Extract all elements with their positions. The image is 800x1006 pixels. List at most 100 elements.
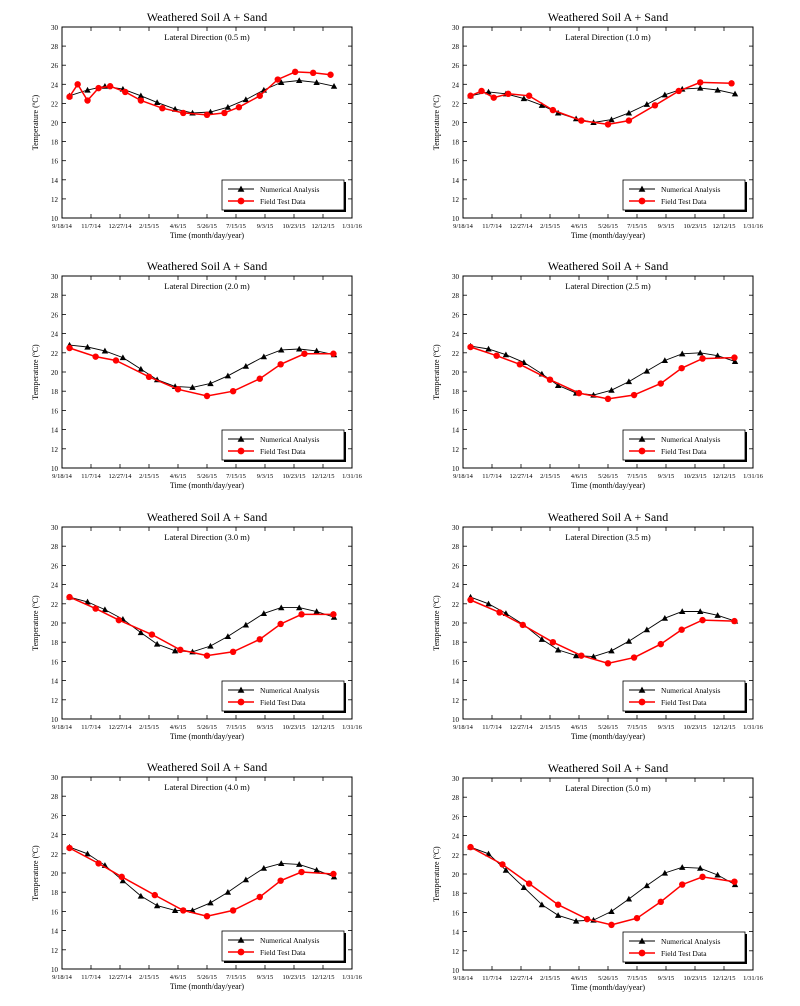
x-tick-label: 12/12/15 bbox=[311, 974, 334, 981]
series-line bbox=[470, 345, 736, 396]
x-tick-label: 7/15/15 bbox=[226, 473, 246, 480]
data-point bbox=[675, 87, 682, 95]
x-tick-label: 12/12/15 bbox=[712, 975, 735, 982]
y-tick-label: 30 bbox=[51, 774, 59, 782]
y-axis-label: Temperature (ºC) bbox=[432, 344, 441, 400]
data-point bbox=[101, 347, 109, 354]
legend-label: Numerical Analysis bbox=[661, 435, 720, 444]
data-point bbox=[235, 104, 243, 111]
data-point bbox=[313, 79, 320, 85]
y-tick-label: 24 bbox=[51, 832, 59, 840]
x-tick-label: 9/3/15 bbox=[257, 974, 274, 981]
x-tick-label: 9/3/15 bbox=[257, 473, 274, 480]
chart-panel-4: Weathered Soil A + Sand Lateral Direction… bbox=[432, 259, 764, 490]
y-tick-label: 12 bbox=[51, 697, 59, 705]
data-point bbox=[330, 350, 337, 357]
series-line bbox=[69, 847, 334, 917]
data-point bbox=[229, 907, 237, 914]
series-numerical-analysis bbox=[467, 84, 739, 126]
y-tick-label: 10 bbox=[51, 465, 59, 473]
data-point bbox=[242, 96, 250, 103]
data-point bbox=[66, 844, 73, 852]
y-tick-label: 16 bbox=[452, 158, 460, 166]
data-point bbox=[538, 102, 546, 108]
data-point bbox=[137, 365, 145, 372]
chart-title: Weathered Soil A + Sand bbox=[147, 10, 267, 24]
data-point bbox=[714, 352, 721, 359]
x-tick-label: 4/6/15 bbox=[571, 975, 588, 982]
data-point bbox=[608, 116, 615, 123]
y-tick-label: 12 bbox=[51, 947, 59, 955]
y-axis-label: Temperature (ºC) bbox=[432, 94, 441, 150]
data-point bbox=[119, 354, 127, 361]
data-point bbox=[485, 850, 492, 857]
legend-marker-circle bbox=[237, 698, 245, 706]
y-tick-label: 30 bbox=[51, 273, 59, 281]
x-tick-label: 9/3/15 bbox=[658, 473, 675, 480]
data-point bbox=[137, 629, 145, 636]
x-tick-label: 10/23/15 bbox=[683, 724, 706, 731]
data-point bbox=[520, 95, 528, 102]
data-point bbox=[203, 392, 211, 400]
x-tick-label: 1/31/16 bbox=[342, 223, 363, 230]
data-point bbox=[278, 860, 285, 866]
y-tick-label: 10 bbox=[452, 465, 460, 473]
series-line bbox=[69, 347, 334, 397]
data-point bbox=[661, 869, 669, 876]
x-tick-label: 9/18/14 bbox=[52, 473, 73, 480]
series-field-test-data bbox=[66, 344, 337, 400]
data-point bbox=[84, 598, 91, 605]
legend-label: Field Test Data bbox=[260, 197, 306, 206]
data-point bbox=[274, 76, 281, 83]
x-axis-label: Time (month/day/year) bbox=[571, 231, 645, 240]
legend-label: Field Test Data bbox=[661, 197, 707, 206]
data-point bbox=[260, 610, 268, 616]
data-point bbox=[731, 358, 739, 364]
data-point bbox=[224, 104, 232, 110]
chart-subtitle: Lateral Direction (1.0 m) bbox=[565, 32, 651, 42]
chart-panel-7: Weathered Soil A + Sand Lateral Direction… bbox=[31, 760, 363, 991]
data-point bbox=[256, 893, 263, 901]
data-point bbox=[92, 353, 99, 360]
data-point bbox=[174, 386, 182, 393]
data-point bbox=[101, 606, 109, 613]
legend-label: Numerical Analysis bbox=[661, 185, 720, 194]
y-tick-label: 28 bbox=[51, 43, 59, 51]
data-point bbox=[625, 117, 633, 124]
x-tick-label: 10/23/15 bbox=[282, 223, 305, 230]
series-line bbox=[69, 344, 335, 388]
data-point bbox=[301, 350, 308, 357]
y-tick-label: 20 bbox=[51, 120, 59, 128]
y-tick-label: 22 bbox=[51, 350, 59, 358]
legend-label: Field Test Data bbox=[260, 948, 306, 957]
legend: Numerical Analysis Field Test Data bbox=[221, 179, 346, 212]
data-point bbox=[485, 345, 492, 352]
legend-label: Numerical Analysis bbox=[661, 937, 720, 946]
x-tick-label: 12/12/15 bbox=[311, 724, 334, 731]
y-tick-label: 12 bbox=[51, 446, 59, 454]
chart-title: Weathered Soil A + Sand bbox=[548, 761, 668, 775]
y-tick-label: 24 bbox=[51, 81, 59, 89]
data-point bbox=[604, 660, 612, 667]
y-tick-label: 22 bbox=[452, 601, 460, 609]
x-tick-label: 9/3/15 bbox=[658, 975, 675, 982]
data-point bbox=[92, 605, 99, 612]
data-point bbox=[224, 889, 232, 895]
y-tick-label: 14 bbox=[51, 678, 59, 686]
data-point bbox=[630, 391, 638, 399]
x-tick-label: 5/26/15 bbox=[598, 223, 618, 230]
data-point bbox=[661, 615, 669, 621]
chart-title: Weathered Soil A + Sand bbox=[147, 510, 267, 524]
legend-marker-circle bbox=[638, 949, 646, 957]
legend-marker-circle bbox=[638, 698, 646, 706]
data-point bbox=[467, 343, 474, 351]
x-tick-label: 10/23/15 bbox=[683, 223, 706, 230]
series-line bbox=[69, 846, 335, 911]
x-tick-label: 4/6/15 bbox=[571, 223, 588, 230]
x-tick-label: 7/15/15 bbox=[226, 724, 246, 731]
data-point bbox=[278, 79, 285, 85]
data-point bbox=[291, 68, 299, 76]
y-tick-label: 26 bbox=[51, 562, 59, 570]
chart-panel-5: Weathered Soil A + Sand Lateral Direction… bbox=[31, 510, 363, 741]
y-tick-label: 18 bbox=[452, 139, 460, 147]
